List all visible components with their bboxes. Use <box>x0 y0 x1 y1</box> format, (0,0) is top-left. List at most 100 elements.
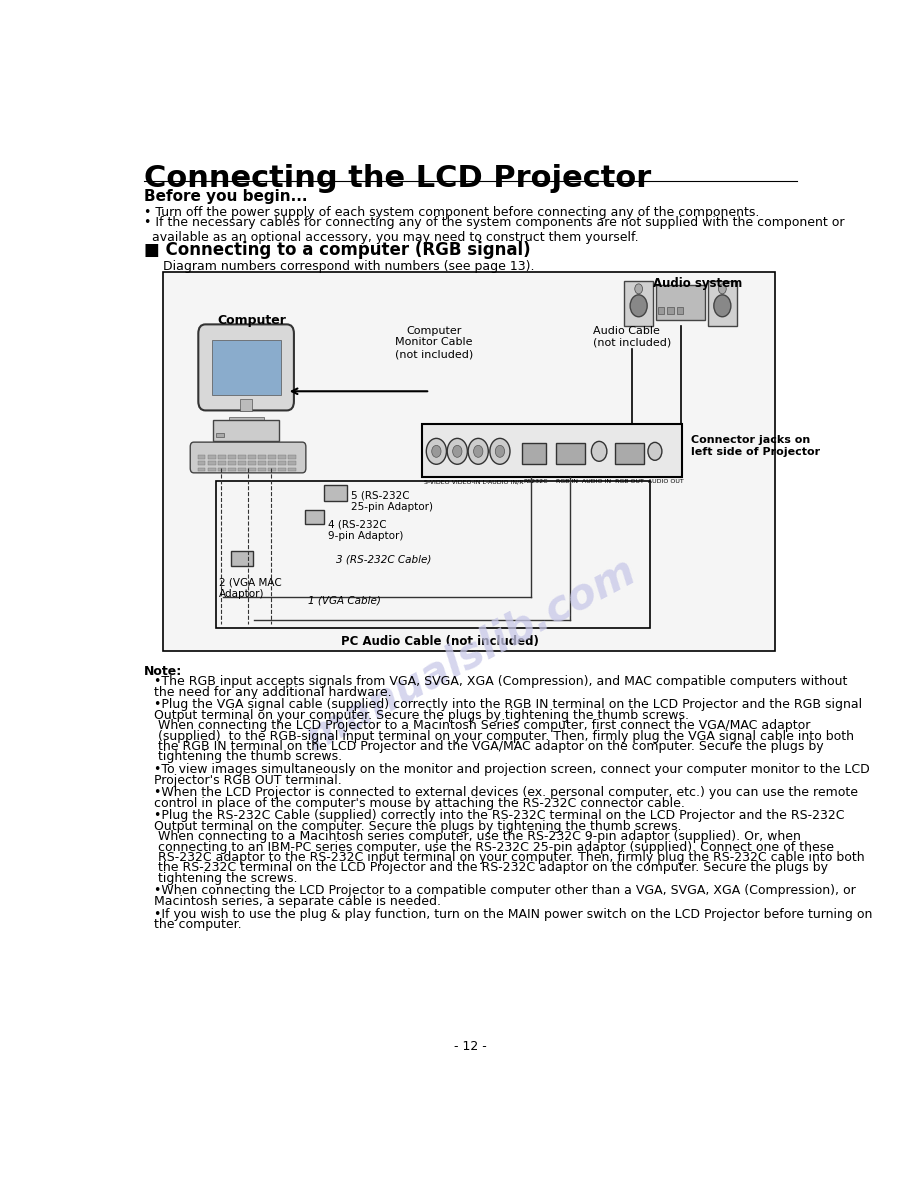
Bar <box>268 455 276 459</box>
Text: Output terminal on the computer. Secure the plugs by tightening the thumb screws: Output terminal on the computer. Secure … <box>153 820 681 833</box>
Text: 2 (VGA MAC
Adaptor): 2 (VGA MAC Adaptor) <box>219 577 282 599</box>
Bar <box>228 455 236 459</box>
Bar <box>213 419 279 441</box>
Text: Computer: Computer <box>217 315 285 327</box>
Bar <box>207 455 216 459</box>
Text: PC Audio Cable (not included): PC Audio Cable (not included) <box>341 636 539 649</box>
Bar <box>238 455 246 459</box>
FancyBboxPatch shape <box>190 442 306 473</box>
Bar <box>708 282 737 326</box>
Circle shape <box>453 446 462 457</box>
Circle shape <box>648 442 662 460</box>
Text: When connecting the LCD Projector to a Macintosh Series computer, first connect : When connecting the LCD Projector to a M… <box>153 719 810 732</box>
Circle shape <box>431 446 441 457</box>
Circle shape <box>630 295 647 317</box>
Text: RS232C: RS232C <box>523 479 548 484</box>
Text: Computer
Monitor Cable
(not included): Computer Monitor Cable (not included) <box>395 326 473 359</box>
Text: 3 (RS-232C Cable): 3 (RS-232C Cable) <box>336 555 431 564</box>
Bar <box>521 443 546 465</box>
Circle shape <box>474 446 483 457</box>
Text: Projector's RGB OUT terminal.: Projector's RGB OUT terminal. <box>153 773 341 786</box>
Bar <box>422 424 682 476</box>
Bar <box>258 461 266 466</box>
Text: •Plug the RS-232C Cable (supplied) correctly into the RS-232C terminal on the LC: •Plug the RS-232C Cable (supplied) corre… <box>153 809 844 822</box>
Text: •When the LCD Projector is connected to external devices (ex. personal computer,: •When the LCD Projector is connected to … <box>153 786 857 800</box>
Bar <box>248 461 256 466</box>
Bar <box>656 285 704 320</box>
Text: •To view images simultaneously on the monitor and projection screen, connect you: •To view images simultaneously on the mo… <box>153 763 869 776</box>
Text: - 12 -: - 12 - <box>454 1040 487 1053</box>
Bar <box>197 461 206 466</box>
Bar <box>228 461 236 466</box>
Text: connecting to an IBM-PC series computer, use the RS-232C 25-pin adaptor (supplie: connecting to an IBM-PC series computer,… <box>153 841 834 853</box>
Text: Audio system: Audio system <box>653 277 742 290</box>
Text: the RS-232C terminal on the LCD Projector and the RS-232C adaptor on the compute: the RS-232C terminal on the LCD Projecto… <box>153 861 827 874</box>
Text: manualslib.com: manualslib.com <box>297 550 644 760</box>
Circle shape <box>714 295 731 317</box>
Circle shape <box>447 438 467 465</box>
Bar <box>268 468 276 472</box>
Bar <box>218 455 226 459</box>
Bar <box>218 461 226 466</box>
Bar <box>324 485 347 500</box>
Text: •The RGB input accepts signals from VGA, SVGA, XGA (Compression), and MAC compat: •The RGB input accepts signals from VGA,… <box>153 676 847 688</box>
Text: tightening the screws.: tightening the screws. <box>153 872 297 885</box>
Text: the RGB IN terminal on the LCD Projector and the VGA/MAC adaptor on the computer: the RGB IN terminal on the LCD Projector… <box>153 740 823 753</box>
Bar <box>212 340 281 396</box>
Bar <box>197 455 206 459</box>
Bar <box>268 461 276 466</box>
Bar <box>555 443 585 465</box>
Circle shape <box>634 284 643 293</box>
Text: Connector jacks on
left side of Projector: Connector jacks on left side of Projecto… <box>691 435 821 456</box>
Circle shape <box>496 446 505 457</box>
Bar <box>238 468 246 472</box>
Bar <box>217 432 224 437</box>
Bar <box>278 455 286 459</box>
Text: RS-232C adaptor to the RS-232C input terminal on your computer. Then, firmly plu: RS-232C adaptor to the RS-232C input ter… <box>153 851 864 864</box>
Circle shape <box>426 438 446 465</box>
Text: S-VIDEO VIDEO-IN L-AUDIO IN/R: S-VIDEO VIDEO-IN L-AUDIO IN/R <box>424 479 523 484</box>
Text: Before you begin...: Before you begin... <box>144 189 308 204</box>
FancyBboxPatch shape <box>198 324 294 410</box>
Text: 1 (VGA Cable): 1 (VGA Cable) <box>308 595 381 606</box>
Bar <box>615 443 644 465</box>
Text: the need for any additional hardware.: the need for any additional hardware. <box>153 685 391 699</box>
Text: • If the necessary cables for connecting any of the system components are not su: • If the necessary cables for connecting… <box>144 216 845 245</box>
Bar <box>258 468 266 472</box>
Bar <box>162 272 775 651</box>
Bar <box>241 399 252 411</box>
Bar <box>278 461 286 466</box>
Text: ■ Connecting to a computer (RGB signal): ■ Connecting to a computer (RGB signal) <box>144 241 531 259</box>
Bar <box>288 468 297 472</box>
Bar <box>197 468 206 472</box>
Text: Diagram numbers correspond with numbers (see page 13).: Diagram numbers correspond with numbers … <box>162 260 534 272</box>
Text: Macintosh series, a separate cable is needed.: Macintosh series, a separate cable is ne… <box>153 895 441 908</box>
Bar <box>248 468 256 472</box>
Bar <box>288 461 297 466</box>
Bar <box>305 510 324 524</box>
Text: Connecting the LCD Projector: Connecting the LCD Projector <box>144 164 652 194</box>
Text: RGB IN  AUDIO IN  RGB OUT  AUDIO OUT: RGB IN AUDIO IN RGB OUT AUDIO OUT <box>555 479 684 484</box>
Bar <box>216 481 650 627</box>
Circle shape <box>490 438 510 465</box>
Text: •When connecting the LCD Projector to a compatible computer other than a VGA, SV: •When connecting the LCD Projector to a … <box>153 884 856 897</box>
Text: (supplied)  to the RGB-signal input terminal on your computer. Then, firmly plug: (supplied) to the RGB-signal input termi… <box>153 729 854 742</box>
Text: 4 (RS-232C
9-pin Adaptor): 4 (RS-232C 9-pin Adaptor) <box>328 520 403 542</box>
Circle shape <box>591 442 607 461</box>
Bar <box>288 455 297 459</box>
Text: •If you wish to use the plug & play function, turn on the MAIN power switch on t: •If you wish to use the plug & play func… <box>153 908 872 921</box>
Text: •Plug the VGA signal cable (supplied) correctly into the RGB IN terminal on the : •Plug the VGA signal cable (supplied) co… <box>153 699 862 712</box>
Bar <box>228 468 236 472</box>
Bar <box>229 417 263 422</box>
Bar <box>248 455 256 459</box>
Text: 5 (RS-232C
25-pin Adaptor): 5 (RS-232C 25-pin Adaptor) <box>351 491 433 512</box>
Text: Audio Cable
(not included): Audio Cable (not included) <box>593 326 671 347</box>
Bar <box>667 308 674 314</box>
Text: the computer.: the computer. <box>153 918 241 931</box>
Bar <box>658 308 665 314</box>
Bar <box>624 282 654 326</box>
Text: When connecting to a Macintosh series computer, use the RS-232C 9-pin adaptor (s: When connecting to a Macintosh series co… <box>153 830 800 843</box>
Text: • Turn off the power supply of each system component before connecting any of th: • Turn off the power supply of each syst… <box>144 206 759 219</box>
Bar <box>231 551 252 565</box>
Bar <box>218 468 226 472</box>
